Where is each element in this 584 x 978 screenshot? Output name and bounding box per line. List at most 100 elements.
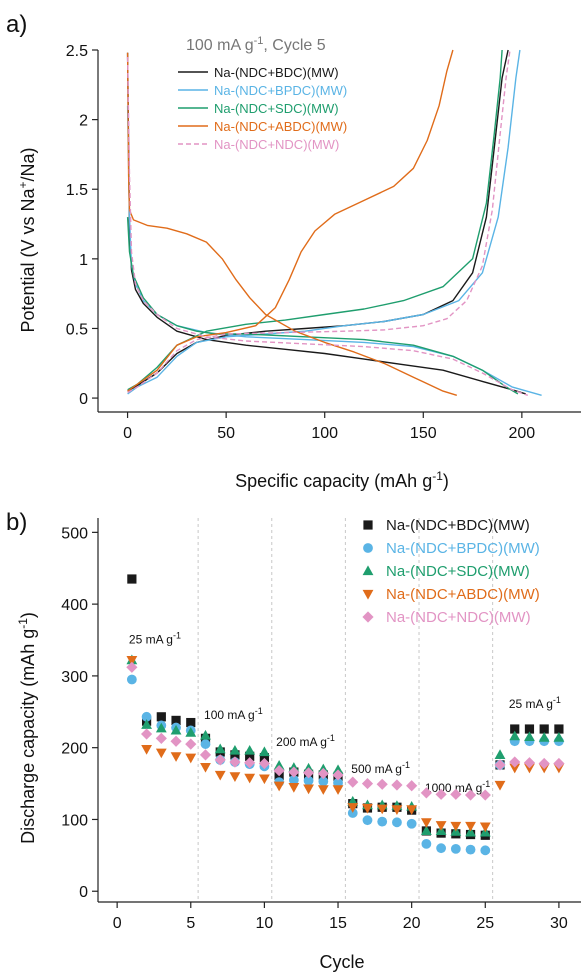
panel-a-legend: Na-(NDC+BDC)(MW) Na-(NDC+BPDC)(MW) Na-(N…: [178, 65, 347, 152]
panel-b-y-tick-label: 300: [61, 669, 88, 686]
legend-label-ndc-bdc: Na-(NDC+BDC)(MW): [214, 65, 339, 80]
data-point-na-ndc-bpdc-mw: [480, 845, 491, 856]
data-point-na-ndc-sdc-mw: [229, 744, 241, 755]
panel-a-y-tick-label: 0.5: [66, 321, 88, 338]
data-point-na-ndc-ndc-mw: [538, 757, 550, 770]
data-point-na-ndc-abdc-mw: [288, 783, 300, 793]
rate-annotation: 25 mA g-1: [129, 631, 181, 647]
data-point-na-ndc-abdc-mw: [258, 774, 270, 785]
data-point-na-ndc-abdc-mw: [170, 752, 182, 762]
series-line-na-ndc-sdc-mw-charge: [127, 49, 503, 391]
data-point-na-ndc-sdc-mw: [155, 722, 167, 733]
data-point-na-ndc-ndc-mw: [258, 757, 270, 770]
panel-a-x-axis-label: Specific capacity (mAh g-1): [235, 469, 449, 491]
data-point-na-ndc-bdc-mw: [259, 753, 269, 763]
data-point-na-ndc-ndc-mw: [553, 757, 565, 770]
data-point-na-ndc-abdc-mw: [465, 821, 476, 832]
panel-b-x-tick-label: 20: [403, 915, 421, 932]
legend-label-ndc-abdc: Na-(NDC+ABDC)(MW): [214, 119, 347, 134]
data-point-na-ndc-abdc-mw: [376, 804, 388, 815]
data-point-na-ndc-ndc-mw: [273, 765, 285, 777]
panel-a-label: a): [6, 11, 27, 38]
data-point-na-ndc-abdc-mw: [229, 772, 241, 782]
data-point-na-ndc-abdc-mw: [479, 822, 491, 833]
data-point-na-ndc-bpdc-mw: [465, 844, 476, 855]
data-point-na-ndc-ndc-mw: [435, 788, 447, 800]
data-point-na-ndc-ndc-mw: [391, 779, 403, 791]
data-point-na-ndc-abdc-mw: [524, 763, 535, 774]
data-point-na-ndc-ndc-mw: [199, 749, 212, 761]
data-point-na-ndc-bpdc-mw: [377, 816, 388, 827]
panel-b-y-axis-label: Discharge capacity (mAh g-1): [16, 612, 38, 844]
data-point-na-ndc-sdc-mw: [244, 744, 256, 755]
rate-annotation: 100 mA g-1: [204, 706, 263, 722]
data-point-na-ndc-sdc-mw: [553, 732, 565, 742]
rate-annotation: 500 mA g-1: [351, 760, 410, 776]
panel-a-y-tick-label: 0: [79, 391, 88, 408]
panel-a-y-axis-label: Potential (V vs Na+/Na): [16, 147, 38, 332]
data-point-na-ndc-ndc-mw: [479, 789, 491, 801]
data-point-na-ndc-bpdc-mw: [126, 674, 137, 685]
data-point-na-ndc-ndc-mw: [185, 738, 197, 750]
panel-b-x-tick-label: 0: [113, 915, 122, 932]
legend-label-ndc-ndc: Na-(NDC+NDC)(MW): [386, 609, 531, 626]
data-point-na-ndc-bpdc-mw: [406, 818, 417, 829]
legend-marker-ndc-bpdc: [363, 543, 373, 553]
panel-a-plot-area: 0 50 100 150 200 0 0.5 1 1.5 2 2.5: [66, 43, 581, 442]
data-point-na-ndc-ndc-mw: [420, 787, 432, 799]
panel-a-x-tick-label: 50: [217, 425, 235, 442]
panel-b-x-tick-label: 25: [476, 915, 494, 932]
series-line-na-ndc-abdc-mw-charge: [127, 49, 454, 392]
data-point-na-ndc-sdc-mw: [524, 731, 535, 742]
data-point-na-ndc-bdc-mw: [156, 712, 166, 722]
data-point-na-ndc-ndc-mw: [155, 732, 167, 744]
data-point-na-ndc-bpdc-mw: [318, 776, 329, 787]
legend-label-ndc-sdc: Na-(NDC+SDC)(MW): [214, 101, 339, 116]
panel-b-x-tick-label: 10: [256, 915, 274, 932]
panel-a: a) 100 mA g-1, Cycle 5 Potential (V vs N…: [6, 11, 581, 491]
data-point-na-ndc-ndc-mw: [288, 766, 300, 778]
legend-marker-shape: [363, 520, 373, 530]
data-point-na-ndc-sdc-mw: [185, 727, 197, 737]
data-point-na-ndc-abdc-mw: [362, 803, 373, 814]
data-point-na-ndc-sdc-mw: [214, 743, 226, 754]
series-line-na-ndc-ndc-mw-discharge: [126, 56, 529, 396]
data-point-na-ndc-abdc-mw: [450, 821, 462, 832]
data-point-na-ndc-abdc-mw: [141, 745, 152, 755]
rate-annotation: 25 mA g-1: [509, 695, 561, 711]
data-point-na-ndc-bdc-mw: [539, 724, 549, 734]
data-point-na-ndc-sdc-mw: [200, 729, 211, 740]
data-point-na-ndc-abdc-mw: [200, 762, 211, 773]
data-point-na-ndc-abdc-mw: [347, 803, 359, 813]
data-point-na-ndc-bdc-mw: [524, 724, 535, 734]
panel-b-x-tick-label: 30: [550, 915, 568, 932]
data-point-na-ndc-ndc-mw: [332, 769, 344, 781]
data-point-na-ndc-sdc-mw: [258, 746, 270, 757]
panel-a-x-tick-label: 0: [123, 425, 132, 442]
data-point-na-ndc-ndc-mw: [347, 776, 359, 788]
data-point-na-ndc-ndc-mw: [126, 661, 138, 673]
panel-a-y-tick-label: 2: [79, 113, 88, 130]
data-point-na-ndc-sdc-mw: [509, 730, 521, 741]
data-point-na-ndc-sdc-mw: [141, 719, 152, 729]
data-point-na-ndc-abdc-mw: [391, 805, 403, 816]
data-point-na-ndc-bdc-mw: [171, 715, 181, 726]
data-point-na-ndc-abdc-mw: [214, 770, 226, 781]
panel-a-y-tick-label: 1.5: [66, 182, 88, 199]
data-point-na-ndc-sdc-mw: [170, 724, 182, 735]
data-point-na-ndc-sdc-mw: [465, 826, 476, 837]
legend-label-ndc-abdc: Na-(NDC+ABDC)(MW): [386, 586, 540, 603]
series-line-na-ndc-ndc-mw-charge: [127, 49, 511, 394]
rate-annotation: 200 mA g-1: [276, 733, 335, 749]
panel-b-legend: Na-(NDC+BDC)(MW) Na-(NDC+BPDC)(MW) Na-(N…: [362, 517, 540, 626]
panel-a-title: 100 mA g-1, Cycle 5: [186, 35, 326, 54]
panel-b-y-tick-label: 100: [61, 812, 88, 829]
data-point-na-ndc-ndc-mw: [523, 757, 536, 769]
data-point-na-ndc-ndc-mw: [464, 789, 477, 801]
data-point-na-ndc-ndc-mw: [361, 777, 374, 790]
data-point-na-ndc-ndc-mw: [376, 778, 388, 790]
data-point-na-ndc-ndc-mw: [406, 780, 418, 792]
data-point-na-ndc-ndc-mw: [214, 754, 226, 766]
legend-label-ndc-bpdc: Na-(NDC+BPDC)(MW): [386, 540, 540, 557]
